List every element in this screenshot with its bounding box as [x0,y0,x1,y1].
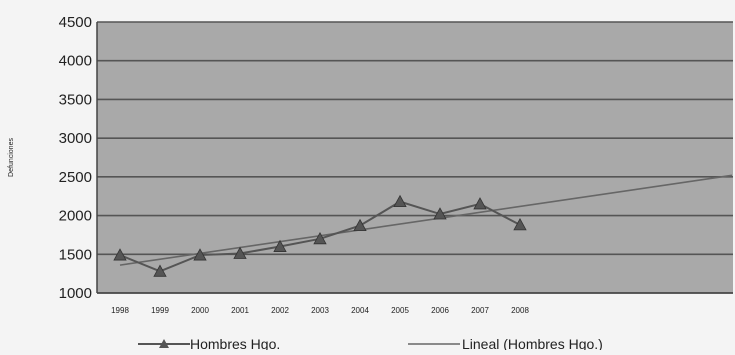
data-point [153,264,167,277]
y-tick-label: 4000 [59,53,92,70]
x-tick-label: 2008 [511,306,529,315]
x-tick-label: 2005 [391,306,409,315]
data-point [353,218,367,232]
data-point [513,218,527,231]
y-tick-label: 2000 [59,208,92,225]
legend-label-hombres: Hombres Hgo. [190,336,280,350]
trend-line [119,174,733,266]
x-tick-label: 1999 [151,306,169,315]
data-point [113,248,127,261]
y-tick-label: 1500 [59,246,92,263]
x-tick-label: 2002 [271,306,289,315]
data-point [473,197,487,210]
y-tick-label: 1000 [59,285,92,302]
data-point [313,231,327,245]
y-tick-label: 4500 [59,14,92,31]
data-point [193,248,207,261]
data-point [233,246,247,259]
y-axis-label: Defunciones [8,138,15,177]
y-tick-label: 3000 [59,130,92,147]
x-tick-label: 1998 [111,306,129,315]
data-point [273,239,287,252]
data-point [433,207,447,220]
x-tick-label: 2007 [471,306,489,315]
data-point [393,194,407,208]
x-tick-label: 2000 [191,306,209,315]
x-tick-label: 2004 [351,306,369,315]
legend-marker-hombres [159,339,169,348]
plot-area [97,22,733,293]
x-tick-label: 2001 [231,306,249,315]
x-tick-label: 2003 [311,306,329,315]
legend-label-lineal: Lineal (Hombres Hgo.) [462,336,603,350]
x-tick-label: 2006 [431,306,449,315]
y-tick-label: 3500 [59,91,92,108]
y-tick-label: 2500 [59,169,92,186]
